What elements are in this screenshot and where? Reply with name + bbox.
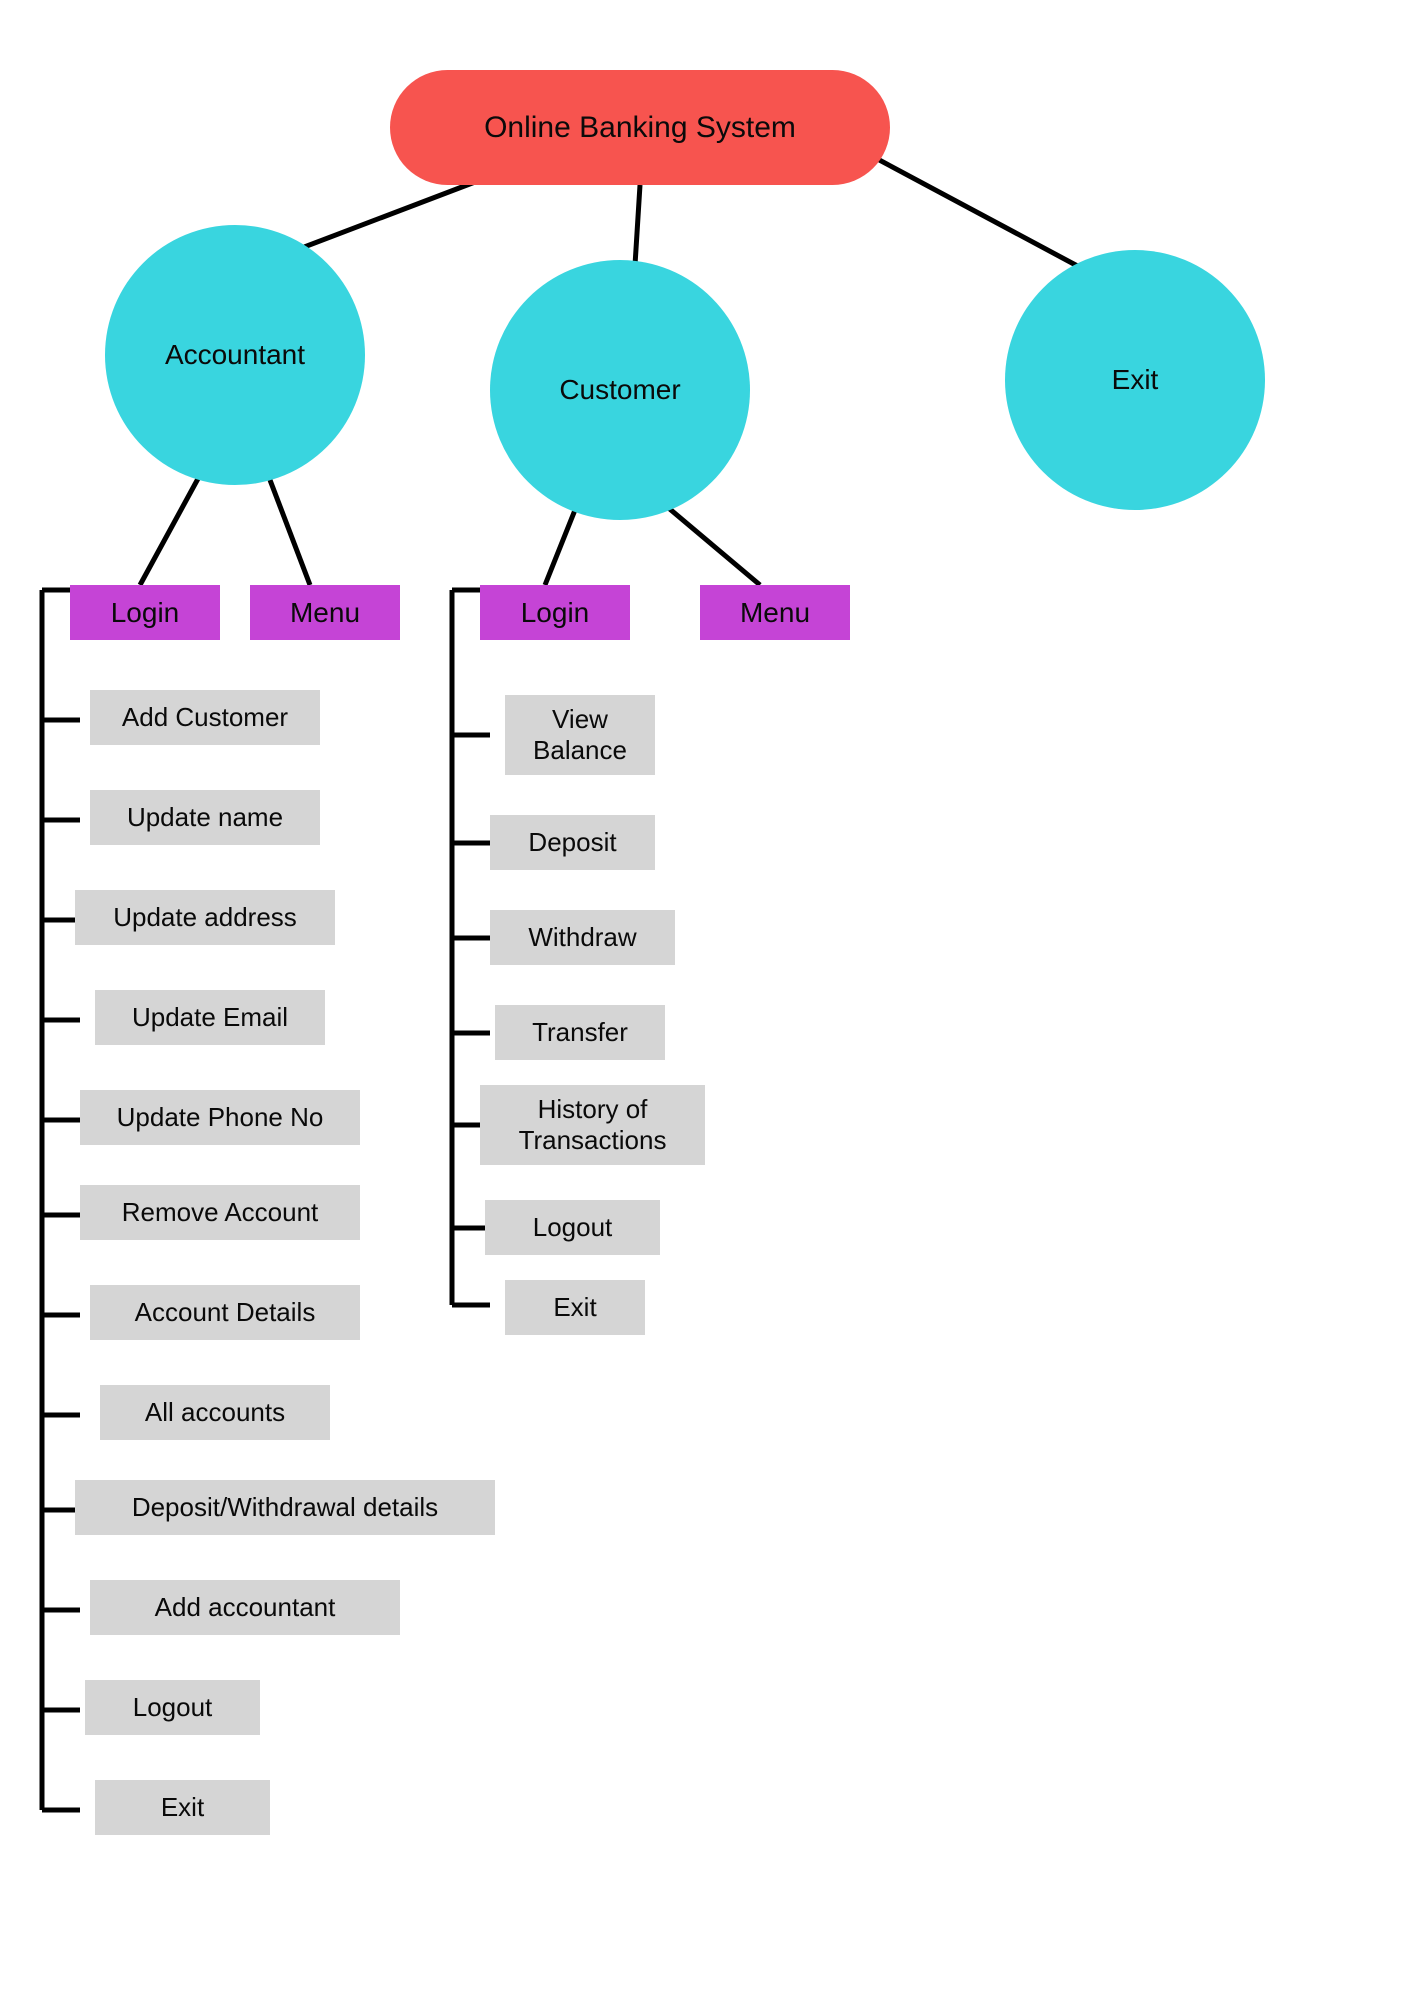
node-label: View Balance: [505, 704, 655, 766]
node-root: Online Banking System: [390, 70, 890, 185]
node-a9: Deposit/Withdrawal details: [75, 1480, 495, 1535]
diagram-canvas: Online Banking System Accountant Customer E…: [0, 0, 1414, 2000]
node-label: Withdraw: [518, 922, 646, 953]
node-c1: View Balance: [505, 695, 655, 775]
node-a1: Add Customer: [90, 690, 320, 745]
node-a6: Remove Account: [80, 1185, 360, 1240]
node-c6: Logout: [485, 1200, 660, 1255]
node-label: Transfer: [522, 1017, 638, 1048]
node-label: Account Details: [125, 1297, 326, 1328]
node-cust_menu: Menu: [700, 585, 850, 640]
node-label: Exit: [1102, 363, 1169, 397]
node-c4: Transfer: [495, 1005, 665, 1060]
node-a11: Logout: [85, 1680, 260, 1735]
node-c5: History of Transactions: [480, 1085, 705, 1165]
node-label: Update name: [117, 802, 293, 833]
node-acc_menu: Menu: [250, 585, 400, 640]
node-a7: Account Details: [90, 1285, 360, 1340]
node-label: Login: [511, 596, 600, 630]
node-label: Remove Account: [112, 1197, 329, 1228]
node-customer: Customer: [490, 260, 750, 520]
node-label: Update Email: [122, 1002, 298, 1033]
node-c2: Deposit: [490, 815, 655, 870]
node-label: Deposit/Withdrawal details: [122, 1492, 448, 1523]
node-label: Login: [101, 596, 190, 630]
node-a10: Add accountant: [90, 1580, 400, 1635]
node-label: Exit: [151, 1792, 214, 1823]
node-label: Logout: [123, 1692, 223, 1723]
node-label: Deposit: [518, 827, 626, 858]
node-label: Update Phone No: [107, 1102, 334, 1133]
node-c3: Withdraw: [490, 910, 675, 965]
node-label: History of Transactions: [480, 1094, 705, 1156]
node-a2: Update name: [90, 790, 320, 845]
node-a5: Update Phone No: [80, 1090, 360, 1145]
node-exit_top: Exit: [1005, 250, 1265, 510]
node-label: Customer: [549, 373, 690, 407]
node-label: Online Banking System: [474, 110, 806, 146]
node-a4: Update Email: [95, 990, 325, 1045]
node-accountant: Accountant: [105, 225, 365, 485]
node-label: Add accountant: [145, 1592, 346, 1623]
node-a3: Update address: [75, 890, 335, 945]
node-label: Add Customer: [112, 702, 298, 733]
node-label: Accountant: [155, 338, 315, 372]
node-a12: Exit: [95, 1780, 270, 1835]
node-label: Exit: [543, 1292, 606, 1323]
node-label: Update address: [103, 902, 307, 933]
node-c7: Exit: [505, 1280, 645, 1335]
node-a8: All accounts: [100, 1385, 330, 1440]
node-label: All accounts: [135, 1397, 295, 1428]
node-label: Menu: [730, 596, 820, 630]
node-label: Menu: [280, 596, 370, 630]
node-cust_login: Login: [480, 585, 630, 640]
node-label: Logout: [523, 1212, 623, 1243]
node-acc_login: Login: [70, 585, 220, 640]
